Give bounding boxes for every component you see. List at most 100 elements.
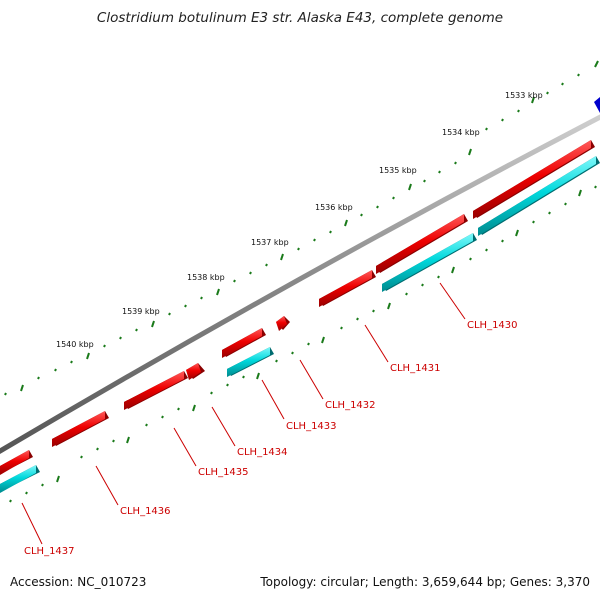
inner-scale-ticks [9,185,597,503]
scale-tick [161,415,164,419]
scale-tick [392,196,395,200]
scale-tick [451,266,455,274]
leader-line-clh-1433 [261,379,285,420]
outer-scale-ticks [4,60,599,396]
gene-label-clh-1437: CLH_1437 [24,546,75,557]
scale-tick [249,271,252,275]
gene-label-clh-1434: CLH_1434 [237,447,288,458]
scale-label: 1537 kbp [251,238,289,247]
leader-line-clh-1436 [95,465,119,506]
scale-label: 1540 kbp [56,340,94,349]
scale-tick [594,60,599,68]
scale-tick [297,247,300,251]
scale-tick [216,288,220,296]
scale-tick [485,127,488,131]
scale-tick [340,326,343,330]
scale-tick [485,248,488,252]
gene-arrow-clh-1430[interactable] [473,140,595,219]
leader-line-clh-1437 [21,502,43,545]
scale-tick [360,213,363,217]
gene-arrow-clh-1431[interactable] [376,214,468,274]
scale-tick [177,407,180,411]
gene-arrow-reverse[interactable] [478,156,600,236]
scale-label: 1535 kbp [379,166,417,175]
scale-tick [280,253,284,261]
scale-tick [200,296,203,300]
scale-tick [546,91,549,95]
scale-tick [356,317,359,321]
scale-tick [468,148,472,156]
scale-tick [454,161,457,165]
gene-arrow-clh-1435[interactable] [186,363,205,380]
scale-tick [86,352,90,360]
scale-tick [564,202,567,206]
scale-tick [561,82,564,86]
leader-line-clh-1434 [211,406,236,447]
blue-feature-arrow [594,97,600,113]
scale-tick [112,439,115,443]
scale-tick [96,447,99,451]
scale-tick [9,499,12,503]
gene-arrow-reverse[interactable] [382,233,477,292]
scale-tick [80,455,83,459]
gene-arrow-clh-1437[interactable] [52,411,109,447]
scale-tick [577,73,580,77]
scale-tick [376,205,379,209]
scale-tick [151,320,155,328]
scale-tick [405,292,408,296]
scale-tick [168,312,171,316]
scale-tick [548,211,551,215]
gene-arrow-clh-1433[interactable] [276,316,290,331]
scale-label: 1536 kbp [315,203,353,212]
scale-tick [56,475,60,483]
scale-tick [372,309,375,313]
scale-tick [192,404,196,412]
scale-tick [291,351,294,355]
leader-line-clh-1435 [173,427,197,467]
scale-tick [256,372,260,380]
gene-arrow-clh-1434[interactable] [222,328,266,358]
scale-tick [578,189,582,197]
scale-tick [210,391,213,395]
scale-tick [145,423,148,427]
gene-label-clh-1430: CLH_1430 [467,320,518,331]
scale-tick [307,342,310,346]
scale-tick [265,263,268,267]
scale-tick [184,304,187,308]
scale-tick [70,360,73,364]
forward-strand [0,140,595,475]
scale-tick [242,375,245,379]
scale-tick [4,392,7,396]
scale-tick [594,185,597,189]
scale-tick [329,230,332,234]
map-title: Clostridium botulinum E3 str. Alaska E43… [96,10,504,26]
genome-backbone [0,114,600,454]
gene-arrow-clh-1432[interactable] [319,270,376,307]
accession-text: Accession: NC_010723 [10,575,147,589]
scale-tick [387,302,391,310]
scale-tick [501,118,504,122]
gene-arrow-reverse[interactable] [0,465,40,493]
scale-tick [275,359,278,363]
scale-tick [25,491,28,495]
scale-tick [531,96,535,104]
genome-summary-text: Topology: circular; Length: 3,659,644 bp… [260,575,590,589]
scale-tick [438,170,441,174]
scale-tick [54,368,57,372]
scale-tick [469,257,472,261]
scale-tick [37,376,40,380]
scale-label: 1539 kbp [122,307,160,316]
gene-arrow-edge[interactable] [0,450,33,475]
scale-tick [119,336,122,340]
leader-line-clh-1432 [299,359,324,400]
scale-tick [501,239,504,243]
scale-tick [517,109,520,113]
gene-label-clh-1432: CLH_1432 [325,400,376,411]
gene-arrow-reverse[interactable] [227,347,274,377]
label-leaders [21,282,466,545]
gene-arrow-clh-1436[interactable] [124,371,188,410]
scale-tick [421,283,424,287]
leader-line-clh-1431 [364,324,389,363]
gene-labels: CLH_1430 CLH_1431 CLH_1432 CLH_1433 CLH_… [24,320,518,557]
scale-tick [233,279,236,283]
